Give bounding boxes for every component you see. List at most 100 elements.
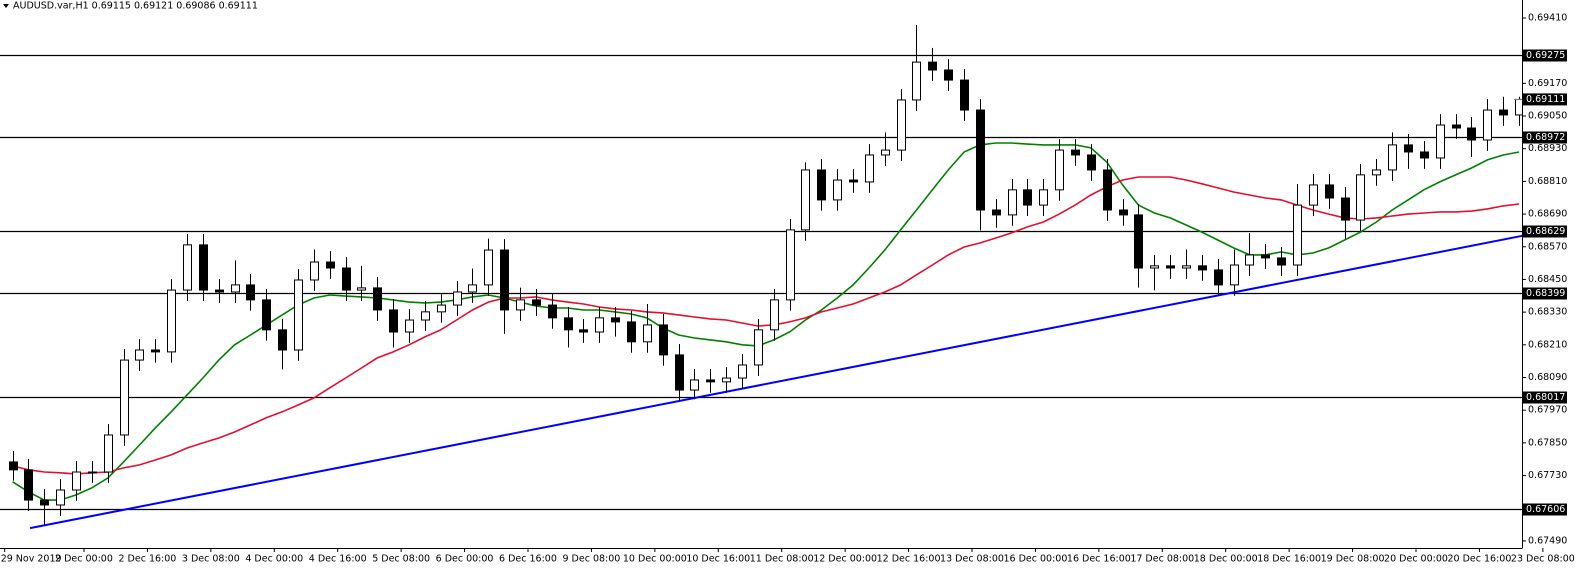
level-label: 0.68629 [1526, 226, 1565, 237]
candle-body [326, 261, 335, 269]
candle-body [817, 169, 826, 201]
level-label-box [1523, 131, 1567, 144]
x-tick-label: 6 Dec 16:00 [499, 554, 557, 565]
level-label-box [1523, 49, 1567, 62]
candle-body [579, 329, 588, 333]
level-label: 0.69275 [1526, 50, 1565, 61]
y-tick-label: 0.68090 [1528, 372, 1567, 383]
candle-body [801, 169, 810, 231]
candle-body [1071, 149, 1080, 156]
candle-body [40, 499, 49, 506]
candle-body [278, 329, 287, 351]
candle-body [722, 377, 731, 383]
y-tick-label: 0.68330 [1528, 307, 1567, 318]
x-tick-label: 18 Dec 00:00 [1194, 554, 1258, 565]
candle-body [215, 289, 224, 293]
candle-body [627, 321, 636, 343]
plot-area [0, 25, 1522, 530]
candle-body [1245, 254, 1254, 266]
candle-body [611, 317, 620, 323]
candle-body [1325, 184, 1334, 199]
level-label: 0.68017 [1526, 392, 1565, 403]
candle-body [675, 354, 684, 391]
menu-arrow[interactable] [3, 4, 9, 8]
y-tick-label: 0.68930 [1528, 143, 1567, 154]
x-tick-label: 29 Nov 2019 [1, 554, 62, 565]
y-tick-label: 0.67730 [1528, 470, 1567, 481]
candle-body [1134, 214, 1143, 269]
candle-body [405, 319, 414, 333]
candle-body [1499, 109, 1508, 116]
x-tick-label: 23 Dec 08:00 [1511, 554, 1575, 565]
candle-body [1309, 184, 1318, 206]
x-tick-label: 12 Dec 00:00 [813, 554, 877, 565]
y-tick-label: 0.69170 [1528, 78, 1567, 89]
candle-body [912, 61, 921, 101]
candle-body [690, 379, 699, 391]
x-tick-label: 4 Dec 00:00 [245, 554, 303, 565]
x-tick-label: 6 Dec 00:00 [436, 554, 494, 565]
candle-body [167, 289, 176, 353]
candle-body [72, 471, 81, 491]
x-tick-label: 12 Dec 16:00 [877, 554, 941, 565]
candle-body [1404, 144, 1413, 153]
candle-body [453, 291, 462, 306]
candle-body [881, 149, 890, 156]
candle-body [373, 287, 382, 311]
candle-body [659, 324, 668, 356]
candle-body [357, 287, 366, 291]
candle-body [960, 79, 969, 111]
candle-body [24, 469, 33, 501]
x-tick-label: 11 Dec 08:00 [750, 554, 814, 565]
candle-body [56, 489, 65, 506]
candle-body [1452, 124, 1461, 129]
y-tick-label: 0.68450 [1528, 274, 1567, 285]
candle-body [88, 471, 97, 474]
chart-title: AUDUSD.var,H1 0.69115 0.69121 0.69086 0.… [13, 1, 258, 12]
level-label: 0.68399 [1526, 288, 1565, 299]
candle-body [786, 229, 795, 301]
candle-body [310, 261, 319, 281]
candle-body [437, 304, 446, 313]
candle-body [1388, 144, 1397, 171]
candle-body [151, 349, 160, 353]
level-label-box [1523, 225, 1567, 238]
candle-body [1261, 254, 1270, 259]
candle-body [1420, 151, 1429, 159]
x-tick-label: 2 Dec 00:00 [55, 554, 113, 565]
candle-body [516, 299, 525, 311]
candle-body [1166, 265, 1175, 269]
candle-body [199, 244, 208, 291]
candle-body [992, 209, 1001, 216]
x-tick-label: 19 Dec 08:00 [1321, 554, 1385, 565]
level-label-box [1523, 391, 1567, 404]
candle-body [770, 299, 779, 331]
candle-body [706, 379, 715, 383]
candle-body [1150, 265, 1159, 269]
level-label: 0.68972 [1526, 132, 1565, 143]
candle-body [1356, 174, 1365, 221]
level-label-box [1523, 287, 1567, 300]
candle-body [595, 317, 604, 333]
candle-body [1039, 189, 1048, 206]
x-tick-label: 10 Dec 16:00 [686, 554, 750, 565]
x-tick-label: 13 Dec 08:00 [940, 554, 1004, 565]
trend-line [29, 234, 1522, 530]
candle-body [500, 249, 509, 311]
candle-body [1467, 127, 1476, 141]
candle-body [1103, 169, 1112, 211]
candle-body [1436, 124, 1445, 159]
current-price-box [1523, 93, 1567, 106]
candle-body [532, 299, 541, 306]
x-tick-label: 16 Dec 00:00 [1003, 554, 1067, 565]
candle-body [833, 179, 842, 201]
candle-body [183, 244, 192, 291]
candle-body [9, 461, 18, 471]
candle-body [865, 154, 874, 183]
x-tick-label: 5 Dec 08:00 [372, 554, 430, 565]
candle-body [754, 329, 763, 366]
candle-body [1198, 265, 1207, 271]
level-label-box [1523, 503, 1567, 516]
candle-body [104, 434, 113, 473]
